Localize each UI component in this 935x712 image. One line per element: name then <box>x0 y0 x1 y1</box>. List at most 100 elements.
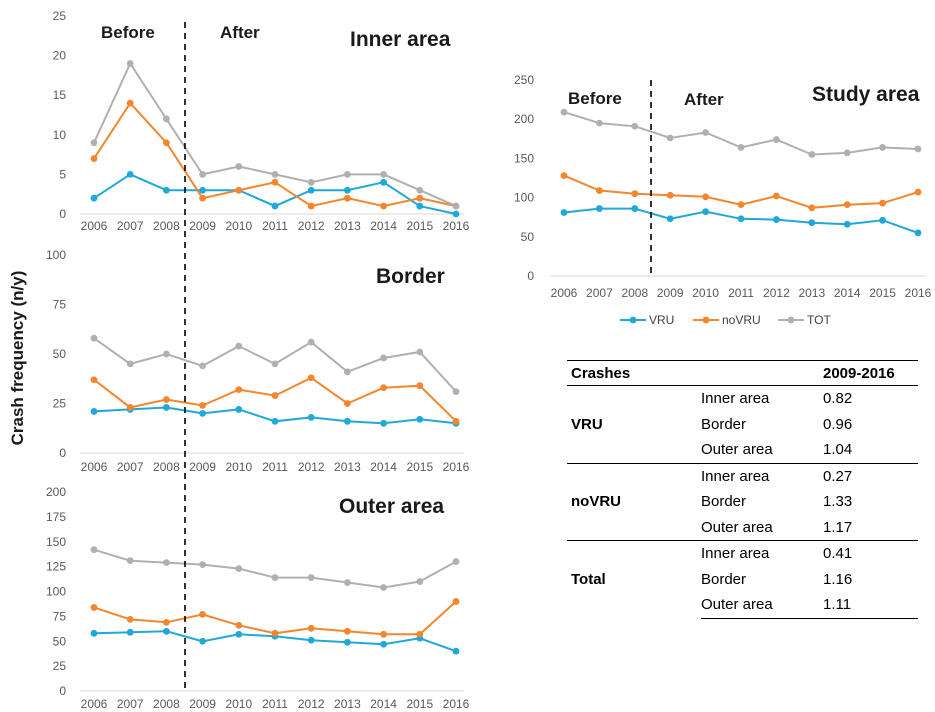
border-point-vru <box>235 406 243 413</box>
inner-area-point-vru <box>380 178 387 186</box>
inner-area-point-tot <box>380 171 387 178</box>
outer-area-point-tot <box>90 546 98 554</box>
border-y-tick-label: 75 <box>53 298 67 312</box>
border-point-tot <box>344 368 351 376</box>
border-point-novru <box>271 392 279 399</box>
inner-area-point-novru <box>90 155 98 162</box>
table-row: Total Inner area 0.41 <box>567 540 918 618</box>
border-x-tick-label: 2007 <box>117 460 144 474</box>
border-point-novru <box>307 374 315 382</box>
outer-area-point-tot <box>199 561 207 569</box>
outer-area-y-tick-label: 50 <box>53 634 67 648</box>
outer-area-x-tick-label: 2010 <box>225 697 252 711</box>
inner-area-point-tot <box>90 139 98 147</box>
before-label-left: Before <box>101 23 155 42</box>
legend-swatch-marker <box>787 316 795 324</box>
inner-area-point-vru <box>163 186 170 194</box>
study-area-point-tot <box>702 129 709 136</box>
panel-border: 0 25 50 75 100 2006 2007 2008 2009 2010 2011 2012 20… <box>46 248 470 474</box>
study-area-x-tick-label: 2009 <box>657 286 684 300</box>
panel-title-border: Border <box>376 265 445 288</box>
table-row: Border 1.33 <box>567 489 918 515</box>
inner-area-point-vru <box>199 186 207 194</box>
inner-area-y-tick-label: 0 <box>59 207 66 221</box>
outer-area-x-tick-label: 2011 <box>262 697 288 711</box>
outer-area-point-novru <box>199 610 207 618</box>
study-area-point-vru <box>596 205 603 212</box>
border-point-vru <box>307 413 315 421</box>
study-area-point-vru <box>773 216 780 223</box>
border-point-vru <box>271 417 279 425</box>
inner-area-point-vru <box>307 186 315 194</box>
outer-area-y-tick-label: 175 <box>46 510 66 524</box>
table-area-cell: Outer area <box>701 441 773 459</box>
after-label-right: After <box>684 90 724 109</box>
inner-area-point-tot <box>307 178 315 186</box>
border-point-vru <box>90 408 98 415</box>
inner-area-point-novru <box>163 139 170 147</box>
study-area-y-tick-label: 200 <box>514 112 534 126</box>
outer-area-x-tick-label: 2008 <box>153 697 180 711</box>
border-point-novru <box>380 384 387 392</box>
study-area-point-novru <box>879 199 886 207</box>
table-header-cell: Crashes <box>567 360 701 386</box>
inner-area-x-tick-label: 2013 <box>334 219 361 233</box>
table-row: Outer area 1.11 <box>567 592 918 619</box>
table-area-cell: Border <box>701 493 747 511</box>
outer-area-point-tot <box>380 584 387 591</box>
inner-area-point-novru <box>416 194 424 202</box>
table-value-cell: 0.41 <box>809 540 918 567</box>
inner-area-point-vru <box>416 202 424 210</box>
study-area-y-tick-label: 150 <box>514 151 534 165</box>
outer-area-x-tick-label: 2006 <box>81 697 108 711</box>
inner-area-point-tot <box>271 171 279 178</box>
outer-area-y-tick-label: 75 <box>53 609 67 623</box>
border-point-tot <box>163 350 170 358</box>
border-point-vru <box>416 415 424 423</box>
border-point-novru <box>416 382 424 390</box>
study-area-point-vru <box>631 205 639 212</box>
table-row: Outer area 1.04 <box>567 437 918 463</box>
study-area-point-vru <box>702 208 709 216</box>
inner-area-series-novru-line <box>93 101 457 208</box>
outer-area-point-vru <box>126 628 134 636</box>
inner-area-point-tot <box>452 202 460 210</box>
border-point-tot <box>416 348 424 356</box>
border-y-tick-label: 0 <box>59 446 66 460</box>
study-area-point-novru <box>560 172 568 180</box>
outer-area-point-novru <box>416 630 424 638</box>
outer-area-point-vru <box>380 640 387 648</box>
inner-area-point-tot <box>199 171 207 178</box>
border-series-novru-line <box>93 376 457 423</box>
outer-area-point-novru <box>126 615 134 623</box>
study-area-point-tot <box>596 119 603 127</box>
inner-area-point-novru <box>126 99 134 107</box>
legend-swatch-marker <box>629 316 637 324</box>
study-area-point-tot <box>808 151 816 158</box>
border-point-tot <box>380 354 387 362</box>
legend-label: noVRU <box>722 313 761 327</box>
study-area-x-tick-label: 2013 <box>798 286 825 300</box>
border-y-tick-label: 50 <box>53 347 67 361</box>
table-area-cell: Inner area <box>701 462 809 489</box>
outer-area-y-tick-label: 0 <box>59 684 66 698</box>
inner-area-point-novru <box>235 186 243 194</box>
border-point-tot <box>235 342 243 350</box>
study-area-point-vru <box>914 229 922 237</box>
outer-area-y-tick-label: 200 <box>46 485 66 499</box>
study-area-point-vru <box>666 215 674 223</box>
legend: VRU noVRU TOT <box>620 313 831 327</box>
border-y-tick-label: 25 <box>53 397 67 411</box>
outer-area-point-novru <box>271 629 279 637</box>
outer-area-point-vru <box>307 636 315 644</box>
inner-area-point-novru <box>344 194 351 202</box>
inner-area-point-tot <box>163 115 170 123</box>
border-point-vru <box>199 410 207 417</box>
outer-area-point-novru <box>452 598 460 605</box>
inner-area-x-tick-label: 2012 <box>298 219 325 233</box>
outer-area-series-tot-line <box>93 548 457 589</box>
inner-area-point-novru <box>307 202 315 210</box>
table-area-cell: Outer area <box>701 592 809 619</box>
before-label-right: Before <box>568 89 622 108</box>
